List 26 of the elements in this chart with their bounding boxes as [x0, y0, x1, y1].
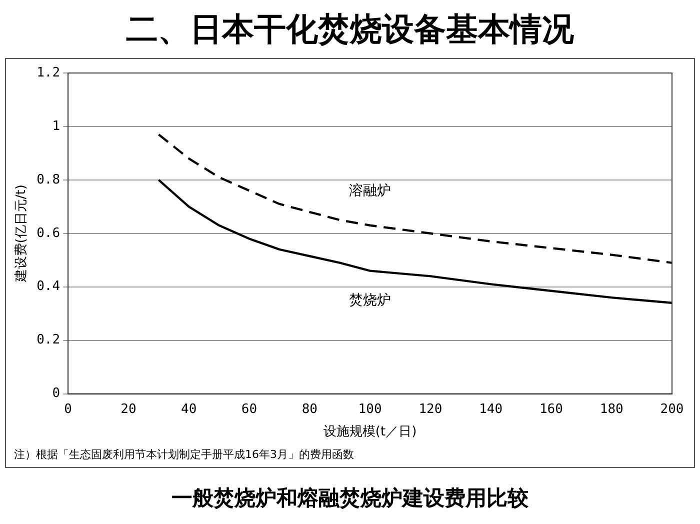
x-tick-label: 80 [302, 402, 318, 417]
x-tick-label: 20 [120, 402, 136, 417]
x-tick-label: 40 [181, 402, 197, 417]
x-tick-label: 180 [600, 402, 624, 417]
y-axis-title: 建设费(亿日元/t) [14, 184, 30, 284]
x-tick-label: 60 [241, 402, 258, 417]
x-tick-label: 200 [660, 402, 684, 417]
x-tick-label: 140 [479, 402, 503, 417]
y-tick-label: 0.6 [36, 226, 60, 241]
x-tick-label: 100 [358, 402, 382, 417]
y-tick-label: 0.8 [36, 172, 60, 188]
text: 注）根据「生态固废利用节本计划制定手册平成16年3月」的费用函数 [14, 447, 354, 462]
y-tick-label: 0.4 [36, 279, 60, 294]
text: 一般焚烧炉和熔融焚烧炉建设费用比较 [170, 484, 530, 512]
chart-title: 二、日本干化焚烧设备基本情况 [125, 9, 575, 50]
x-tick-label: 160 [539, 402, 563, 417]
series-label: 溶融炉 [349, 183, 392, 200]
x-tick-label: 120 [418, 402, 442, 417]
x-axis-title: 设施规模(t／日) [323, 424, 417, 440]
y-tick-label: 1 [52, 118, 60, 134]
series-label: 焚烧炉 [349, 292, 392, 308]
y-tick-label: 0 [52, 386, 60, 402]
x-tick-label: 0 [64, 402, 72, 417]
y-tick-label: 1.2 [36, 65, 60, 80]
line-series [158, 133, 672, 264]
y-tick-label: 0.2 [36, 332, 60, 348]
